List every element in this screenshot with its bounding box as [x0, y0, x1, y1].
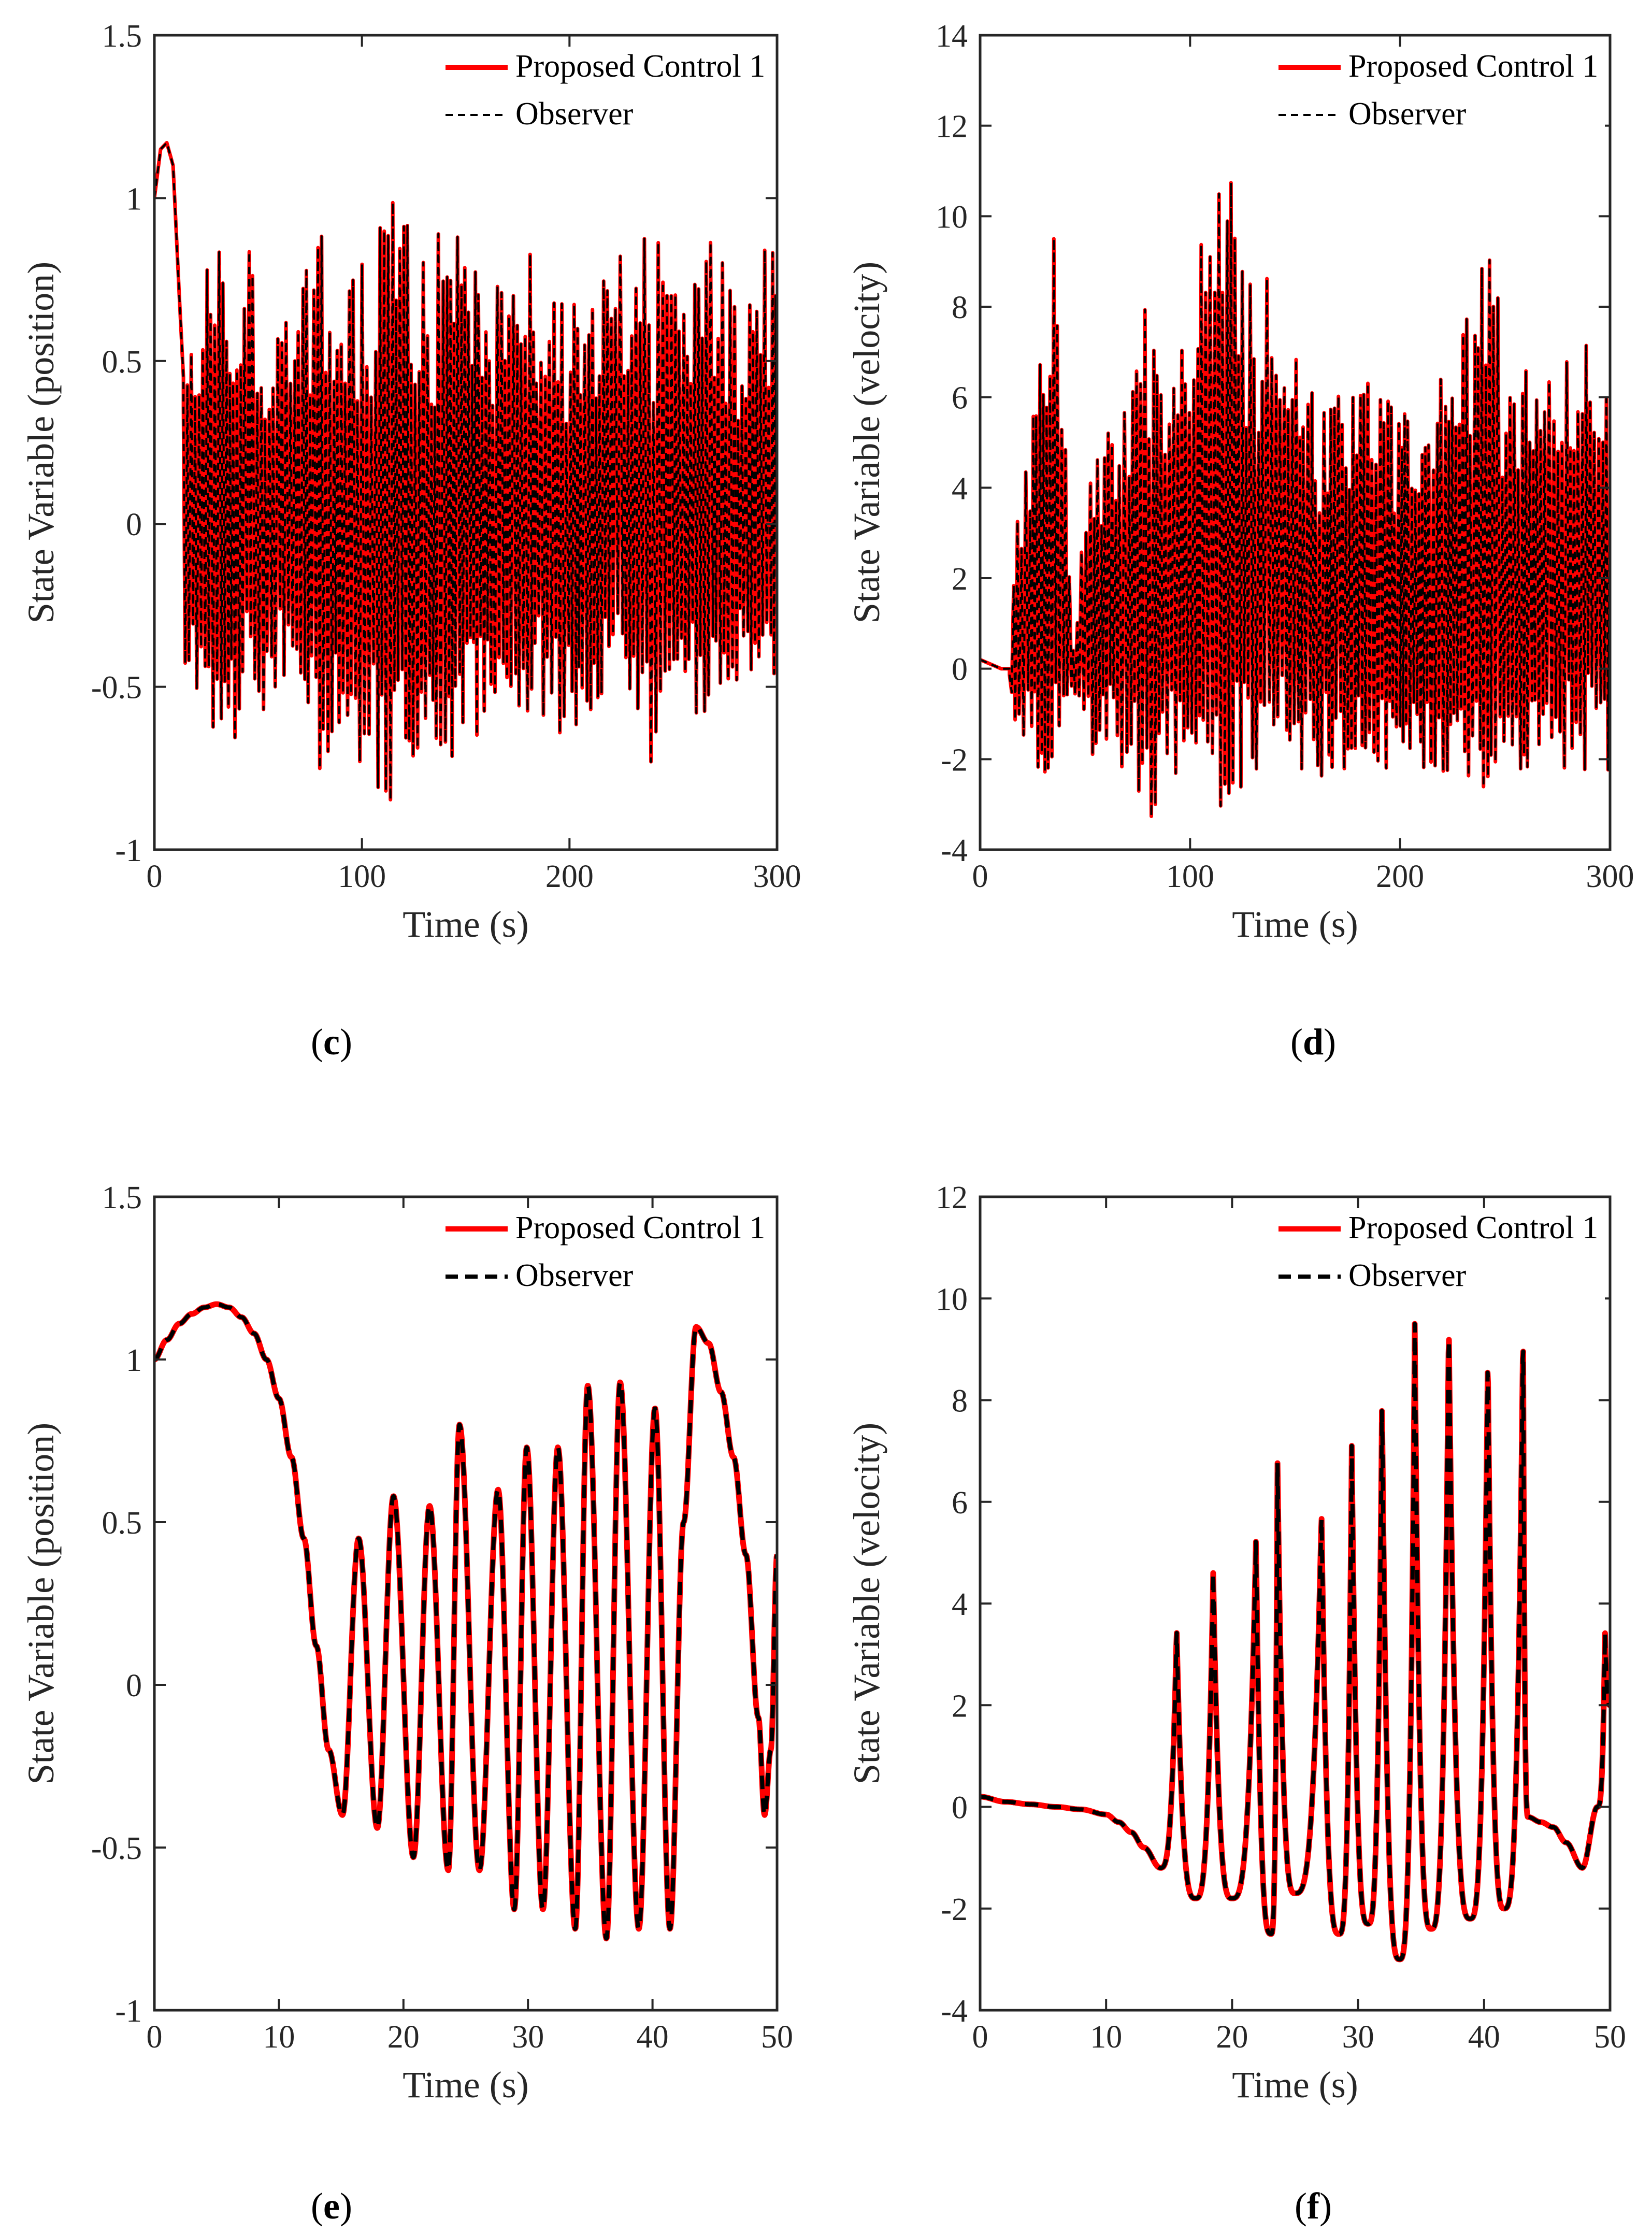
panel-c: (c) 0 100 200 300 -1 -0.5 0 0.5 1 1.5 Time (s) Stat…: [20, 19, 801, 1063]
panel-e: (e) 0 10 20 30 40 50 -1 -0.5 0 0.5 1 1.5 Time (s) Sta…: [20, 1180, 793, 2227]
y-tick-label: -4: [941, 833, 968, 868]
x-tick-label: 50: [761, 2020, 793, 2055]
legend-label-proposed: Proposed Control 1: [1348, 1210, 1598, 1246]
x-axis-label: Time (s): [1232, 2064, 1358, 2106]
x-tick-label: 200: [545, 859, 594, 894]
x-tick-label: 100: [338, 859, 386, 894]
panel-f: (f) 0 10 20 30 40 50 -4 -2 0 2 4 6 8 10 12 Time (s) Stat…: [846, 1180, 1626, 2227]
x-tick-label: 10: [263, 2020, 295, 2055]
y-tick-label: 12: [936, 109, 968, 145]
y-axis-label: State Variable (position): [20, 1423, 62, 1785]
series-proposed-control-line-f: [980, 1321, 1610, 1963]
x-tick-label: 20: [1216, 2020, 1248, 2055]
y-tick-label: 4: [952, 471, 968, 506]
y-tick-label: -1: [115, 1994, 142, 2029]
legend-label-proposed: Proposed Control 1: [515, 1210, 765, 1246]
x-tick-label: 0: [147, 2020, 163, 2055]
series-observer-line-d: [980, 181, 1610, 818]
y-tick-label: 0.5: [102, 1506, 142, 1541]
series-observer-line-e: [154, 1302, 777, 1941]
legend-label-observer: Observer: [515, 96, 634, 132]
x-tick-label: 20: [387, 2020, 420, 2055]
y-tick-label: -1: [115, 833, 142, 868]
y-tick-label: 2: [952, 562, 968, 597]
y-tick-label: 0: [952, 1791, 968, 1826]
y-axis-label: State Variable (velocity): [846, 262, 887, 623]
y-tick-label: 0: [126, 507, 142, 542]
y-tick-label: 8: [952, 1384, 968, 1419]
y-tick-label: -0.5: [91, 670, 142, 706]
y-tick-label: 1.5: [102, 19, 142, 54]
y-tick-label: 10: [936, 1282, 968, 1317]
panel-d: (d) 0 100 200 300 -4 -2 0 2 4 6 8 10 12 14 Time (s) Sta…: [846, 19, 1634, 1063]
plot-frame: [153, 34, 779, 851]
caption-d: (d): [1290, 1021, 1336, 1063]
legend-label-observer: Observer: [1348, 96, 1467, 132]
x-tick-label: 30: [512, 2020, 544, 2055]
y-tick-label: 2: [952, 1688, 968, 1724]
legend-label-proposed: Proposed Control 1: [1348, 49, 1598, 84]
y-tick-label: 0.5: [102, 345, 142, 380]
x-tick-label: 300: [753, 859, 801, 894]
y-tick-label: -0.5: [91, 1831, 142, 1866]
y-tick-label: -2: [941, 1892, 968, 1927]
legend-label-observer: Observer: [515, 1258, 634, 1293]
x-tick-label: 100: [1166, 859, 1214, 894]
y-axis-label: State Variable (velocity): [846, 1423, 887, 1784]
x-tick-label: 0: [147, 859, 163, 894]
caption-e: (e): [311, 2185, 352, 2227]
series-observer-line-f: [980, 1322, 1610, 1962]
caption-c: (c): [311, 1021, 352, 1063]
y-tick-label: 8: [952, 290, 968, 325]
y-tick-label: 14: [936, 19, 968, 54]
x-tick-label: 10: [1090, 2020, 1122, 2055]
y-tick-label: 0: [126, 1668, 142, 1704]
y-tick-label: 6: [952, 381, 968, 416]
y-tick-label: 1.5: [102, 1180, 142, 1215]
x-tick-label: 0: [972, 859, 988, 894]
y-tick-label: -2: [941, 742, 968, 778]
plot-frame: [153, 1195, 779, 2012]
y-tick-label: 0: [952, 652, 968, 688]
x-tick-label: 200: [1376, 859, 1424, 894]
x-tick-label: 50: [1594, 2020, 1626, 2055]
series-proposed-control-line-e: [154, 1301, 777, 1942]
x-tick-label: 0: [972, 2020, 988, 2055]
x-axis-label: Time (s): [1232, 904, 1358, 945]
y-tick-label: 6: [952, 1485, 968, 1521]
plot-frame: [979, 1195, 1612, 2012]
legend-label-proposed: Proposed Control 1: [515, 49, 765, 84]
x-tick-label: 300: [1586, 859, 1634, 894]
y-tick-label: 1: [126, 181, 142, 217]
x-tick-label: 30: [1342, 2020, 1374, 2055]
x-tick-label: 40: [637, 2020, 669, 2055]
x-axis-label: Time (s): [403, 904, 528, 945]
x-axis-label: Time (s): [403, 2064, 528, 2106]
legend-label-observer: Observer: [1348, 1258, 1467, 1293]
y-tick-label: 10: [936, 199, 968, 235]
x-tick-label: 40: [1468, 2020, 1500, 2055]
series-observer-line-c: [154, 141, 777, 801]
y-tick-label: 12: [936, 1180, 968, 1215]
plot-frame: [979, 34, 1612, 851]
y-axis-label: State Variable (position): [20, 262, 62, 624]
y-tick-label: -4: [941, 1994, 968, 2029]
y-tick-label: 1: [126, 1343, 142, 1378]
y-tick-label: 4: [952, 1587, 968, 1622]
caption-f: (f): [1295, 2185, 1332, 2227]
